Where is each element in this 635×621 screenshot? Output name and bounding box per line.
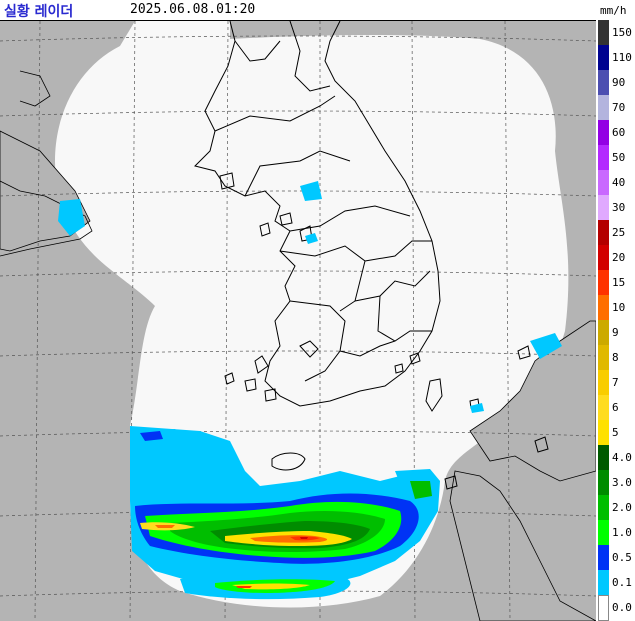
legend-swatch: [598, 570, 609, 596]
radar-map-canvas: [0, 21, 596, 621]
legend-label: 1.0: [612, 525, 632, 539]
legend-label: 0.5: [612, 550, 632, 564]
legend-swatch: [598, 45, 609, 71]
shandong-coast: [0, 70, 93, 257]
observation-timestamp: 2025.06.08.01:20: [130, 2, 256, 17]
legend-swatch: [598, 320, 609, 346]
legend-label: 150: [612, 25, 632, 39]
header-bar: 실황 레이더 2025.06.08.01:20 mm/h: [0, 0, 635, 20]
legend-swatch: [598, 220, 609, 246]
legend-label: 70: [612, 100, 626, 114]
legend-swatch: [598, 420, 609, 446]
legend-swatch: [598, 195, 609, 221]
legend-swatch: [598, 545, 609, 571]
legend-label: 50: [612, 150, 626, 164]
legend-swatch: [598, 345, 609, 371]
legend-swatch: [598, 395, 609, 421]
legend-swatch: [598, 95, 609, 121]
legend-label: 30: [612, 200, 626, 214]
map-title: 실황 레이더: [4, 4, 74, 20]
legend-label: 90: [612, 75, 626, 89]
legend-label: 3.0: [612, 475, 632, 489]
legend-label: 8: [612, 350, 619, 364]
legend-swatch: [598, 295, 609, 321]
legend-label: 40: [612, 175, 626, 189]
precipitation-legend: 150 110 90 70 60 50 40 30 25 20 15 10 9 8 7 6 5 4.0 3.0 2.0…: [598, 20, 635, 621]
legend-swatch: [598, 270, 609, 296]
legend-swatch: [598, 495, 609, 521]
korean-peninsula-outline: [194, 21, 441, 407]
legend-label: 4.0: [612, 450, 632, 464]
precipitation-echoes: [58, 181, 562, 600]
legend-label: 5: [612, 425, 619, 439]
legend-swatch: [598, 595, 609, 621]
legend-swatch: [598, 445, 609, 471]
legend-unit-label: mm/h: [600, 4, 627, 17]
legend-label: 110: [612, 50, 632, 64]
legend-label: 9: [612, 325, 619, 339]
legend-label: 10: [612, 300, 626, 314]
legend-label: 2.0: [612, 500, 632, 514]
legend-label: 7: [612, 375, 619, 389]
legend-swatch: [598, 170, 609, 196]
radar-map[interactable]: [0, 20, 596, 621]
legend-swatch: [598, 145, 609, 171]
legend-label: 60: [612, 125, 626, 139]
legend-label: 15: [612, 275, 626, 289]
legend-swatch: [598, 20, 609, 46]
land-outside-coverage: [0, 130, 596, 621]
legend-swatch: [598, 70, 609, 96]
legend-swatch: [598, 370, 609, 396]
legend-swatch: [598, 120, 609, 146]
legend-swatch: [598, 470, 609, 496]
legend-swatch: [598, 520, 609, 546]
legend-label: 0.1: [612, 575, 632, 589]
legend-label: 20: [612, 250, 626, 264]
legend-label: 6: [612, 400, 619, 414]
legend-label: 25: [612, 225, 626, 239]
legend-label: 0.0: [612, 600, 632, 614]
legend-swatch: [598, 245, 609, 271]
